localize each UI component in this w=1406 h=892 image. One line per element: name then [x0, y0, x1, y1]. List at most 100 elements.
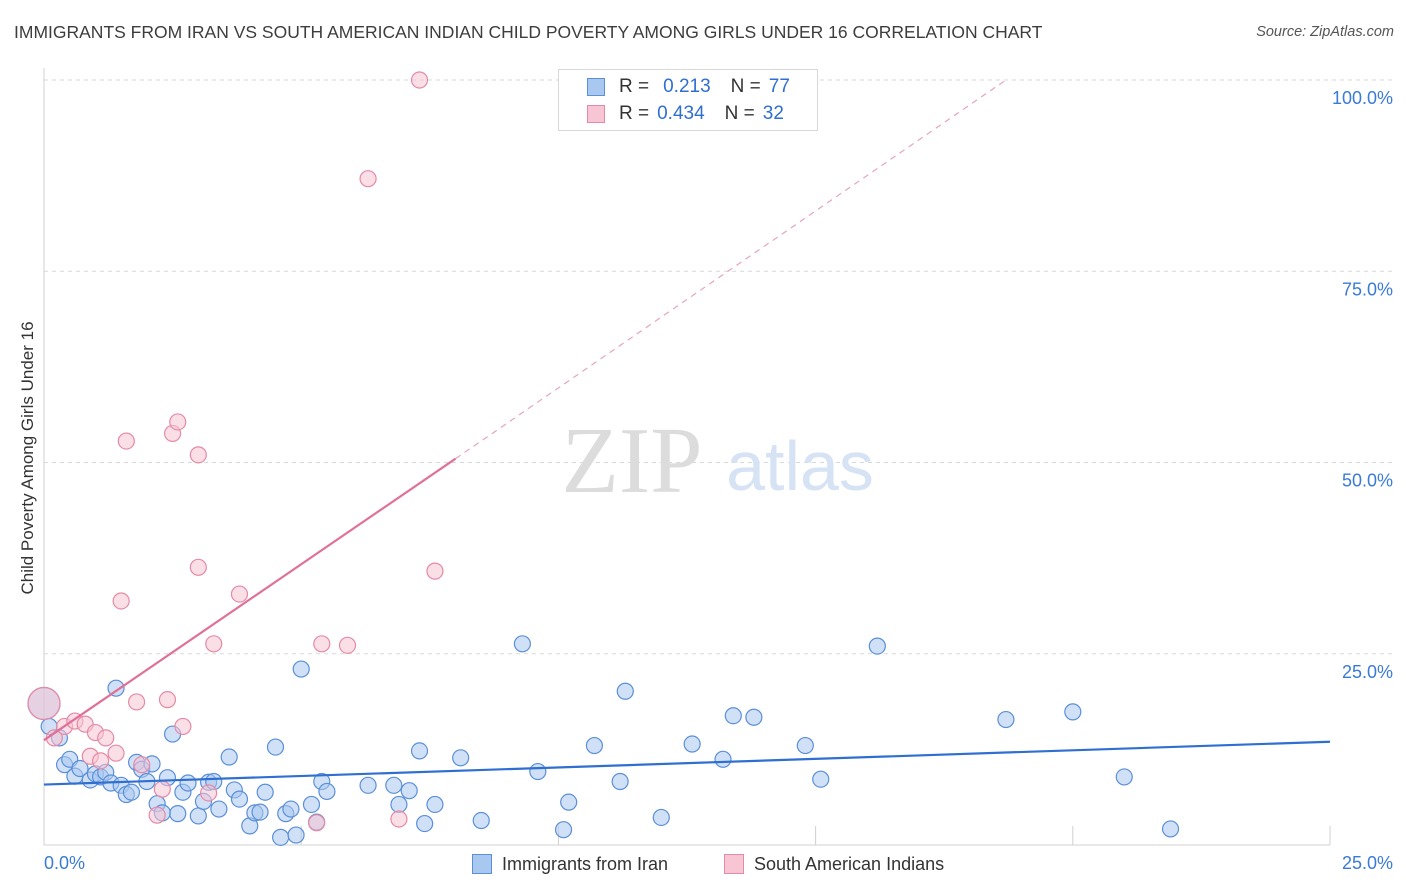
data-point-south-american-indian [308, 814, 326, 832]
data-point-south-american-indian [313, 635, 331, 653]
x-tick-label: 25.0% [1342, 853, 1393, 873]
data-point-south-american-indian [338, 636, 357, 654]
bottom-legend-pink: South American Indians [724, 852, 944, 876]
data-point-iran [71, 759, 89, 778]
data-point-iran [107, 679, 125, 697]
trend-line-south-american-indian [43, 457, 457, 742]
chart-title: IMMIGRANTS FROM IRAN VS SOUTH AMERICAN I… [14, 22, 1043, 42]
data-point-iran [256, 783, 274, 801]
data-point-iran [452, 749, 470, 767]
data-point-south-american-indian [91, 752, 110, 770]
data-point-south-american-indian [107, 744, 125, 762]
data-point-iran [390, 795, 408, 814]
data-point-iran [611, 772, 629, 791]
legend-swatch-pink [587, 105, 605, 123]
data-point-south-american-indian [27, 686, 61, 721]
data-point-iran [230, 790, 249, 808]
data-point-iran [997, 710, 1015, 729]
data-point-iran [416, 814, 434, 833]
legend-r-value: 0.213 [663, 76, 711, 97]
data-point-south-american-indian [410, 71, 429, 89]
trend-line-extension-south-american-indian [455, 79, 1007, 460]
legend-r-label: R = [619, 103, 650, 124]
watermark-zip: ZIP [562, 409, 703, 513]
legend-row-blue: R = 0.213 N = 77 [587, 75, 790, 99]
data-point-iran [210, 800, 228, 818]
data-point-south-american-indian [117, 432, 135, 450]
legend-swatch-blue [587, 78, 605, 96]
data-point-iran [812, 770, 830, 788]
x-tick-label: 0.0% [44, 853, 85, 873]
trend-lines [43, 79, 1331, 786]
data-point-iran [745, 708, 763, 726]
data-point-iran [400, 782, 418, 800]
bottom-legend-swatch-pink [724, 854, 744, 874]
data-point-south-american-indian [200, 784, 218, 802]
data-point-iran [652, 808, 670, 827]
data-point-iran [714, 750, 732, 768]
data-point-iran [513, 635, 531, 653]
data-point-iran [1161, 820, 1180, 838]
data-point-iran [189, 807, 207, 825]
data-point-south-american-indian [426, 562, 444, 580]
data-point-iran [410, 742, 429, 760]
source-label: Source: ZipAtlas.com [1256, 24, 1394, 40]
data-point-south-american-indian [97, 729, 115, 747]
data-point-iran [724, 707, 742, 725]
data-point-iran [287, 826, 305, 844]
data-point-iran [472, 811, 490, 830]
watermark: ZIP atlas [562, 409, 874, 513]
bottom-legend-label-pink: South American Indians [754, 853, 945, 874]
data-point-iran [318, 782, 336, 801]
data-point-iran [554, 821, 573, 839]
data-point-iran [1115, 768, 1133, 786]
data-point-south-american-indian [174, 717, 192, 736]
series-immigrants-from-iran [27, 635, 1180, 846]
y-axis-label: Child Poverty Among Girls Under 16 [18, 321, 37, 595]
data-point-iran [179, 774, 197, 792]
data-point-iran [560, 793, 578, 811]
legend-row-pink: R = 0.434 N = 32 [587, 102, 784, 126]
data-point-iran [683, 735, 701, 753]
data-point-south-american-indian [189, 558, 207, 576]
bottom-legend-swatch-blue [472, 854, 492, 874]
data-point-iran [220, 748, 238, 766]
series-south-american-indians [27, 71, 444, 832]
data-point-south-american-indian [158, 691, 177, 709]
data-point-south-american-indian [205, 635, 223, 653]
data-point-iran [385, 776, 403, 794]
data-point-south-american-indian [390, 810, 408, 828]
data-point-iran [272, 828, 290, 846]
data-point-iran [426, 795, 444, 814]
tick-labels: 25.0% 50.0% 75.0% 100.0% 0.0% 25.0% [44, 88, 1393, 873]
data-point-south-american-indian [133, 756, 151, 774]
trend-line-iran [43, 740, 1331, 786]
data-point-iran [616, 682, 634, 700]
data-point-iran [868, 637, 886, 655]
data-point-iran [1064, 703, 1082, 721]
y-tick-label: 50.0% [1342, 471, 1393, 491]
legend-r-value: 0.434 [657, 103, 705, 124]
data-point-iran [302, 795, 321, 814]
bottom-legend-label-blue: Immigrants from Iran [502, 853, 669, 874]
legend-r-label: R = [619, 76, 650, 97]
data-point-south-american-indian [189, 446, 207, 464]
data-point-iran [266, 738, 285, 756]
legend-n-value: 77 [768, 76, 790, 97]
data-point-south-american-indian [359, 170, 377, 188]
watermark-atlas: atlas [726, 427, 874, 505]
data-point-south-american-indian [153, 780, 171, 798]
data-point-south-american-indian [127, 693, 146, 711]
data-point-iran [585, 736, 604, 755]
data-point-iran [359, 776, 377, 794]
legend: R = 0.213 N = 77 R = 0.434 N = 32 [558, 69, 818, 131]
y-tick-label: 75.0% [1342, 279, 1393, 299]
data-point-south-american-indian [230, 585, 249, 603]
data-point-south-american-indian [148, 806, 166, 824]
y-tick-label: 25.0% [1342, 662, 1393, 682]
data-point-iran [292, 660, 310, 678]
legend-n-value: 32 [762, 103, 784, 124]
data-point-iran [796, 736, 814, 755]
legend-n-label: N = [730, 76, 761, 97]
